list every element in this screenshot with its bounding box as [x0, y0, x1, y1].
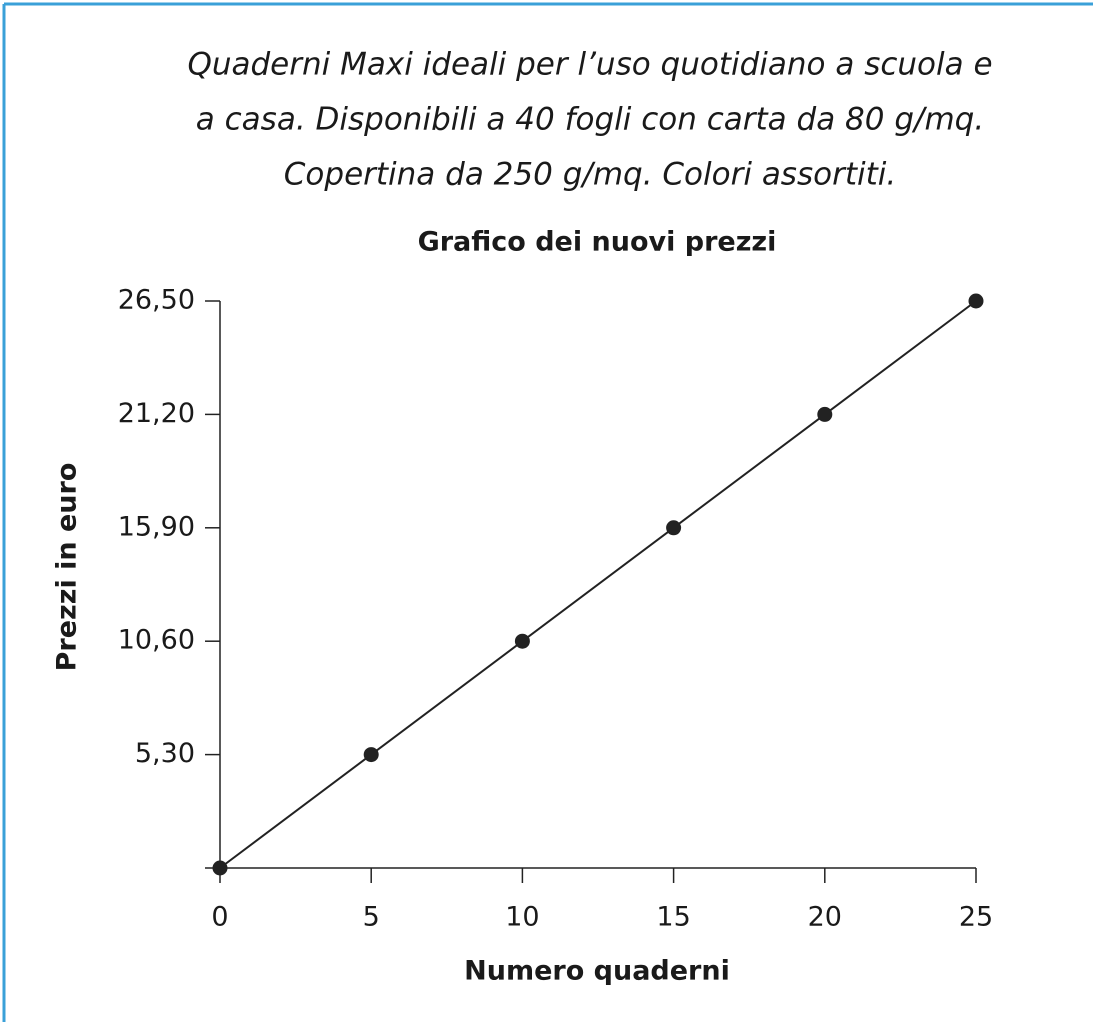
point [514, 633, 530, 649]
caption-line: Quaderni Maxi ideali per l’uso quotidian… [187, 47, 992, 83]
y-tick-label: 10,60 [118, 625, 195, 656]
x-tick-label: 15 [656, 902, 690, 933]
y-tick-label: 15,90 [118, 511, 195, 542]
x-axis-label: Numero quaderni [464, 956, 730, 987]
y-tick-label: 26,50 [118, 285, 195, 316]
point [666, 520, 682, 536]
y-axis-label: Prezzi in euro [52, 463, 83, 672]
chart-title: Grafico dei nuovi prezzi [418, 227, 777, 258]
point [968, 293, 984, 309]
y-tick-label: 21,20 [118, 398, 195, 429]
point [212, 860, 228, 876]
caption-line: Copertina da 250 g/mq. Colori assortiti. [284, 157, 896, 193]
x-tick-label: 10 [505, 902, 539, 933]
x-tick-label: 25 [959, 902, 993, 933]
x-tick-label: 20 [808, 902, 842, 933]
x-tick-label: 5 [363, 902, 380, 933]
y-tick-label: 5,30 [135, 738, 195, 769]
point [817, 406, 833, 422]
caption-line: a casa. Disponibili a 40 fogli con carta… [196, 102, 984, 138]
line [219, 300, 977, 869]
point [363, 747, 379, 763]
x-tick-label: 0 [211, 902, 228, 933]
